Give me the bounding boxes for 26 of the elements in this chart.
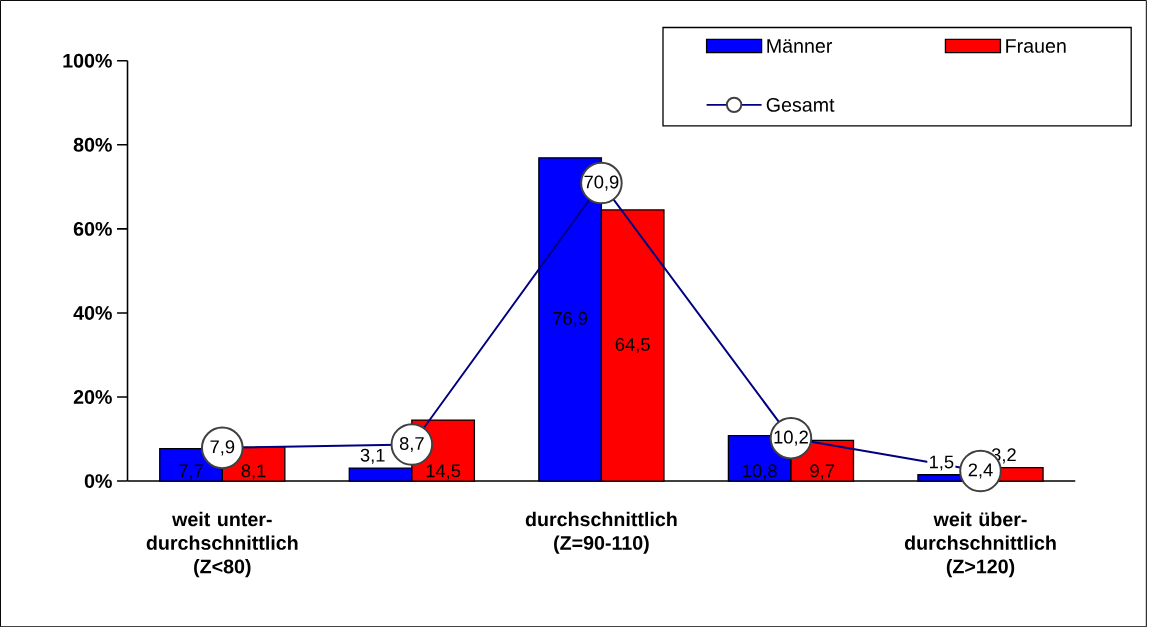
data-label: 1,5 (930, 455, 954, 471)
data-label: 8,7 (399, 436, 424, 452)
data-label: 2,4 (968, 463, 993, 479)
y-tick-label: 20% (73, 389, 112, 404)
y-tick-label: 40% (73, 305, 112, 320)
data-label: 7,9 (210, 440, 235, 456)
x-tick-label: weit über- durchschnittlich (Z>120) (904, 511, 1056, 578)
data-label: 9,7 (810, 464, 835, 480)
y-tick-label: 0% (84, 474, 112, 488)
y-tick-label: 60% (73, 221, 112, 236)
data-label: 70,9 (584, 175, 619, 191)
y-tick-label: 80% (73, 137, 112, 152)
legend-label: Männer (767, 39, 833, 53)
data-label: 7,7 (179, 464, 203, 480)
data-label: 10,8 (743, 464, 777, 480)
legend-label: Frauen (1006, 39, 1066, 53)
x-tick-label: durchschnittlich (Z=90-110) (525, 511, 677, 554)
data-label: 64,5 (615, 337, 650, 353)
data-label: 76,9 (553, 311, 588, 327)
data-label: 3,1 (360, 448, 385, 464)
y-tick-label: 100% (63, 53, 112, 68)
data-label: 10,2 (774, 430, 808, 446)
data-label: 14,5 (426, 464, 461, 480)
legend-label: Gesamt (766, 97, 835, 112)
data-label: 8,1 (241, 464, 266, 480)
x-tick-label: weit unter- durchschnittlich (Z<80) (146, 511, 298, 578)
